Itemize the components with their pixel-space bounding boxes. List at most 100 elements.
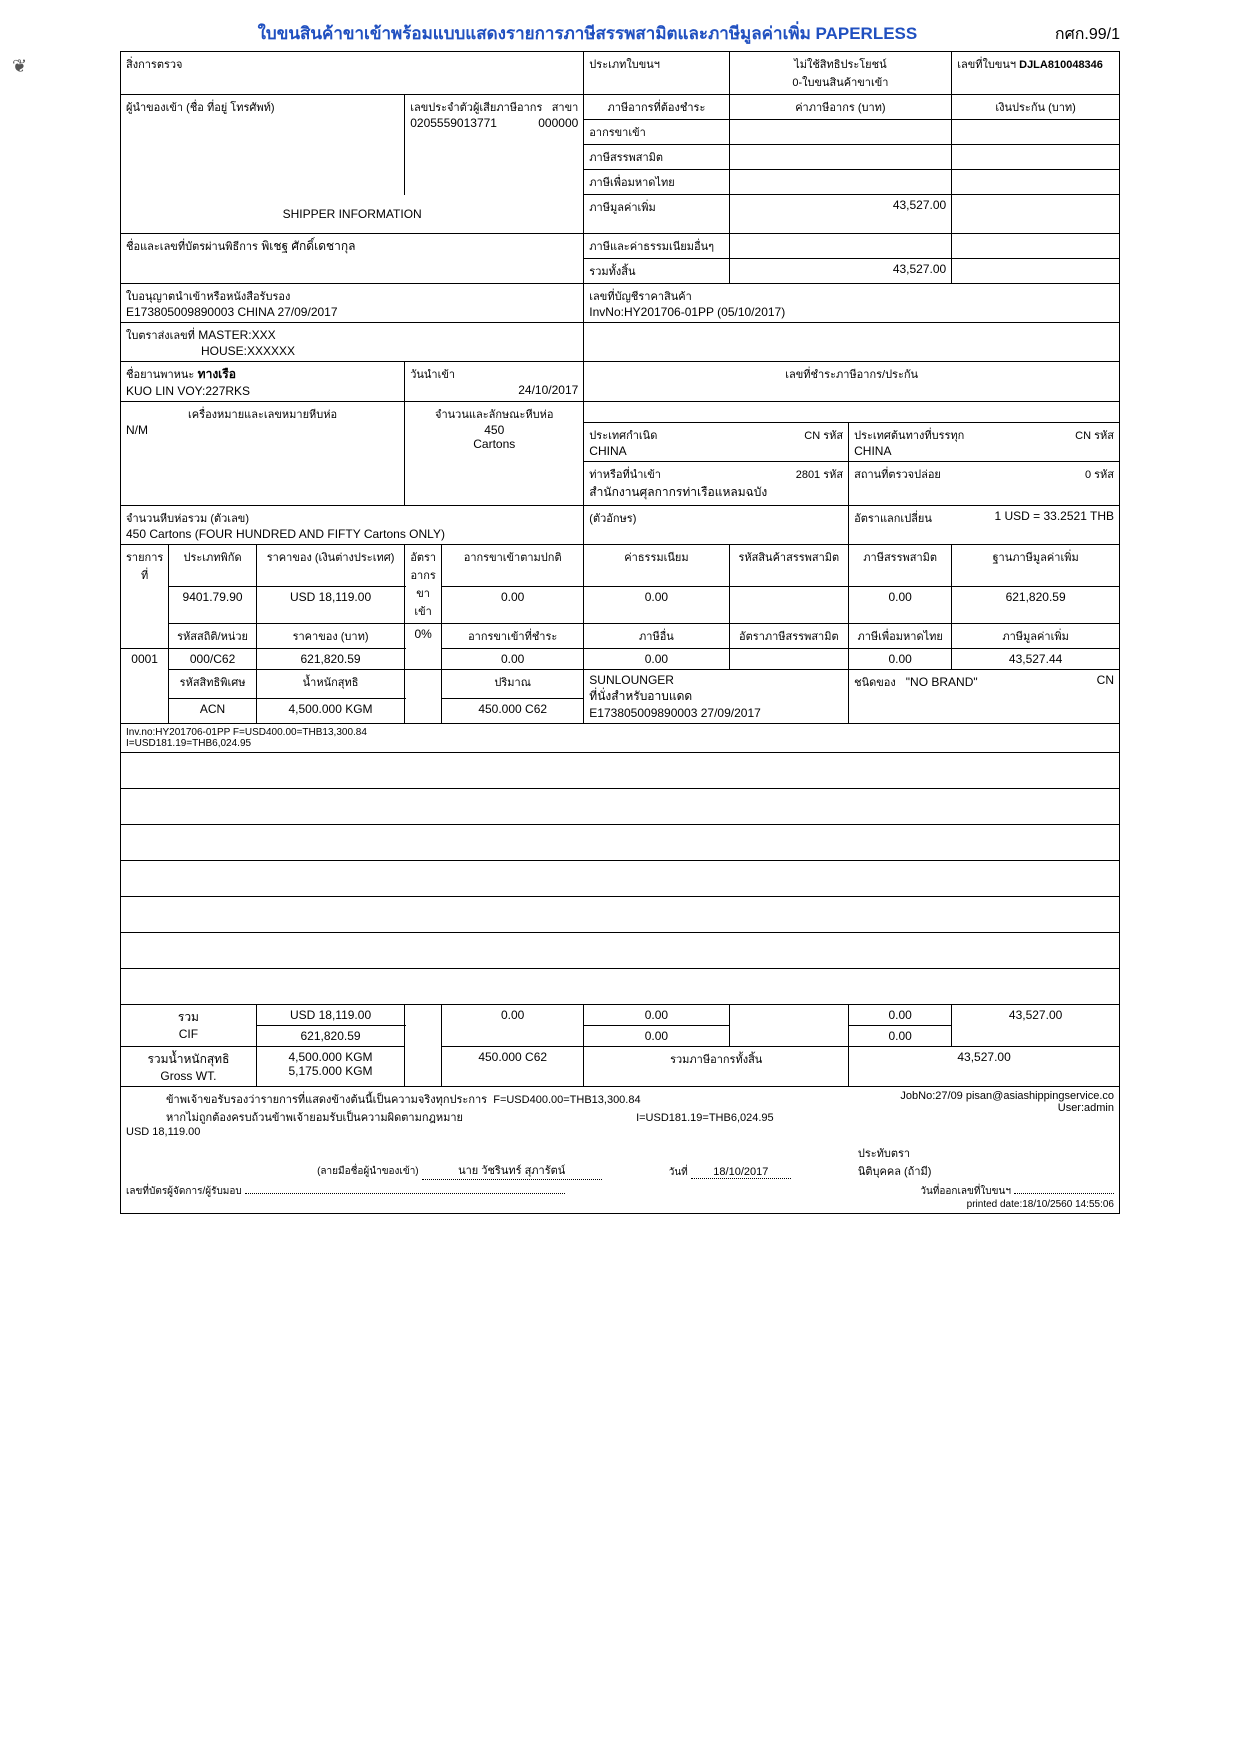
duty-amt-hdr: ค่าภาษีอากร (บาท) xyxy=(729,95,952,120)
price-acct-cell: เลขที่บัญชีราคาสินค้า InvNo:HY201706-01P… xyxy=(584,283,1120,322)
desc1: SUNLOUNGER xyxy=(589,673,674,687)
other-fee-row: ภาษีและค่าธรรมเนียมอื่นๆ xyxy=(584,233,729,258)
vat-amt: 43,527.00 xyxy=(729,195,952,234)
t-blank2 xyxy=(729,1004,849,1046)
v-other: 0.00 xyxy=(584,648,729,669)
f-note: F=USD400.00=THB13,300.84 xyxy=(493,1094,640,1106)
vessel-mode: ทางเรือ xyxy=(198,367,236,381)
loading-label: ประเทศต้นทางที่บรรทุก xyxy=(854,430,964,442)
hdr-other: ภาษีอื่น xyxy=(584,623,729,648)
declaration-2: หากไม่ถูกต้องครบถ้วนข้าพเจ้ายอมรับเป็นคว… xyxy=(166,1112,463,1124)
permit-label: ใบอนุญาตนำเข้าหรือหนังสือรับรอง xyxy=(126,291,290,303)
import-duty-dep xyxy=(952,120,1120,145)
empty-row xyxy=(121,932,1120,968)
import-duty-amt xyxy=(729,120,952,145)
pkg-label: จำนวนและลักษณะหีบห่อ xyxy=(435,409,553,421)
interior-amt xyxy=(729,170,952,195)
exch-cell: อัตราแลกเปลี่ยน 1 USD = 33.2521 THB xyxy=(849,505,1120,544)
hdr-excise-rate: อัตราภาษีสรรพสามิต xyxy=(729,623,849,648)
excise-row: ภาษีสรรพสามิต xyxy=(584,145,729,170)
other-fee-dep xyxy=(952,233,1120,258)
broker-cell: ชื่อและเลขที่บัตรผ่านพิธีการ พิเชฐ ศักดิ… xyxy=(121,233,584,283)
gw-sub: Gross WT. xyxy=(160,1069,216,1083)
v-excise: 0.00 xyxy=(849,587,952,623)
grand-val: 43,527.00 xyxy=(849,1046,1120,1086)
hdr-thb: ราคาของ (บาท) xyxy=(256,623,404,648)
excise-amt xyxy=(729,145,952,170)
vat-dep xyxy=(952,195,1120,234)
t-other: 0.00 xyxy=(584,1025,729,1046)
loading-code: CN รหัส xyxy=(1075,426,1114,444)
excise-dep xyxy=(952,145,1120,170)
bl-cell: ใบตราส่งเลขที่ MASTER:XXX HOUSE:XXXXXX xyxy=(121,322,584,361)
taxid-cell: เลขประจำตัวผู้เสียภาษีอากร สาขา 02055590… xyxy=(405,95,584,195)
vat-row: ภาษีมูลค่าเพิ่ม xyxy=(584,195,729,234)
footer-date: 18/10/2017 xyxy=(691,1166,791,1179)
note1: Inv.no:HY201706-01PP F=USD400.00=THB13,3… xyxy=(126,727,367,738)
empty-row xyxy=(121,896,1120,932)
interior-row: ภาษีเพื่อมหาดไทย xyxy=(584,170,729,195)
empty-mid xyxy=(584,322,1120,361)
v-excise-rate xyxy=(729,648,849,669)
line-header-1: รายการที่ ประเภทพิกัด ราคาของ (เงินต่างป… xyxy=(121,544,1120,587)
seal-sub: นิติบุคคล (ถ้ามี) xyxy=(858,1166,932,1178)
user-label: User:admin xyxy=(1058,1102,1114,1114)
footer-cell: ข้าพเจ้าขอรับรองว่ารายการที่แสดงข้างต้นน… xyxy=(121,1086,1120,1213)
taxid-label: เลขประจำตัวผู้เสียภาษีอากร xyxy=(410,102,542,114)
brand-label: ชนิดของ xyxy=(854,677,896,689)
duty-due-hdr: ภาษีอากรที่ต้องชำระ xyxy=(584,95,729,120)
inspect-label: สิ่งการตรวจ xyxy=(126,59,183,71)
branch-label: สาขา xyxy=(552,98,579,116)
permit-value: E173805009890003 CHINA 27/09/2017 xyxy=(126,305,338,319)
pkg-cell: จำนวนและลักษณะหีบห่อ 450 Cartons xyxy=(405,401,584,505)
deposit-hdr: เงินประกัน (บาท) xyxy=(952,95,1120,120)
v-rate: 0% xyxy=(405,623,442,669)
port-code: 2801 รหัส xyxy=(796,465,843,483)
totals-row-1: รวม CIF USD 18,119.00 0.00 0.00 0.00 43,… xyxy=(121,1004,1120,1025)
origin-code: CN รหัส xyxy=(804,426,843,444)
hdr-vatbase: ฐานภาษีมูลค่าเพิ่ม xyxy=(952,544,1120,587)
entry-no-cell: เลขที่ใบขนฯ DJLA810048346 xyxy=(952,52,1120,95)
vessel-cell: ชื่อยานพาหนะ ทางเรือ KUO LIN VOY:227RKS xyxy=(121,361,405,401)
hdr-excise: ภาษีสรรพสามิต xyxy=(849,544,952,587)
t-zero1: 0.00 xyxy=(442,1004,584,1046)
gw-label: รวมน้ำหนักสุทธิ xyxy=(147,1052,229,1066)
hdr-qty: ปริมาณ xyxy=(442,669,584,698)
brand-origin: CN xyxy=(1097,673,1114,687)
entry-type-label: ประเภทใบขนฯ xyxy=(589,59,660,71)
t-interior: 0.00 xyxy=(849,1025,952,1046)
job-no: JobNo:27/09 pisan@asiashippingservice.co xyxy=(900,1090,1114,1102)
sum-label: รวม xyxy=(178,1010,199,1024)
hdr-duty-due: อากรขาเข้าที่ชำระ xyxy=(442,623,584,648)
decorative-icon: ❦ xyxy=(12,56,27,77)
t-qty: 450.000 C62 xyxy=(442,1046,584,1086)
cif-label: CIF xyxy=(179,1027,198,1041)
entry-no-label: เลขที่ใบขนฯ xyxy=(957,59,1016,71)
desc3: E173805009890003 27/09/2017 xyxy=(589,706,761,720)
arrival-cell: วันนำเข้า 24/10/2017 xyxy=(405,361,584,401)
other-fee-amt xyxy=(729,233,952,258)
v-stat: 000/C62 xyxy=(169,648,257,669)
bl-label: ใบตราส่งเลขที่ xyxy=(126,330,195,342)
entry-type-cell: ประเภทใบขนฯ xyxy=(584,52,729,95)
pkg-unit: Cartons xyxy=(473,437,515,451)
hdr-excise-code: รหัสสินค้าสรรพสามิต xyxy=(729,544,849,587)
import-duty-row: อากรขาเข้า xyxy=(584,120,729,145)
release-cell: สถานที่ตรวจปล่อย 0 รหัส xyxy=(849,461,1120,505)
line-header-3: รหัสสิทธิพิเศษ น้ำหนักสุทธิ ปริมาณ SUNLO… xyxy=(121,669,1120,698)
v-itemno: 0001 xyxy=(121,648,169,723)
origin-label: ประเทศกำเนิด xyxy=(589,430,657,442)
line-header-2: รหัสสถิติ/หน่วย ราคาของ (บาท) 0% อากรขาเ… xyxy=(121,623,1120,648)
total-amt: 43,527.00 xyxy=(729,258,952,283)
brand-cell: ชนิดของ "NO BRAND" CN xyxy=(849,669,1120,723)
v-fob: USD 18,119.00 xyxy=(256,587,404,623)
port-value: สำนักงานศุลกากรท่าเรือแหลมฉบัง xyxy=(589,485,767,499)
t-excise: 0.00 xyxy=(849,1004,952,1025)
hdr-netwt: น้ำหนักสุทธิ xyxy=(256,669,404,698)
main-form-table: สิ่งการตรวจ ประเภทใบขนฯ ไม่ใช้สิทธิประโย… xyxy=(120,51,1120,1214)
broker-label: ชื่อและเลขที่บัตรผ่านพิธีการ xyxy=(126,241,258,253)
port-cell: ท่าหรือที่นำเข้า 2801 รหัส สำนักงานศุลกา… xyxy=(584,461,849,505)
empty-row xyxy=(121,824,1120,860)
marks-cell: เครื่องหมายและเลขหมายหีบห่อ N/M xyxy=(121,401,405,505)
header: ใบขนสินค้าขาเข้าพร้อมแบบแสดงรายการภาษีสร… xyxy=(120,20,1120,47)
